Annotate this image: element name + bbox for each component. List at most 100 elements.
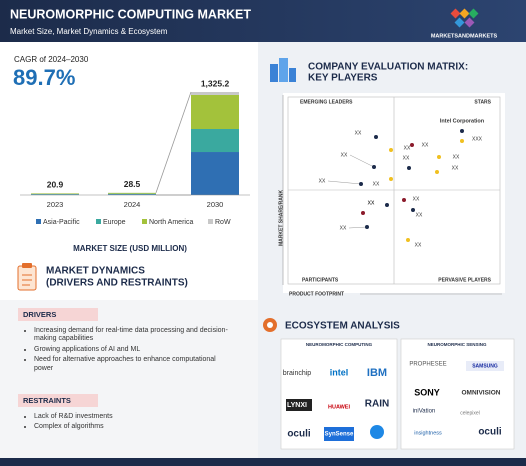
bar-segment [191,94,239,130]
legend-swatch [36,219,41,224]
eco-logo: brainchip [283,370,312,377]
matrix-subtitle: KEY PLAYERS [308,73,378,84]
logo-bg [286,399,312,411]
eco-logo: celepixel [460,410,479,416]
eco-group-name: NEUROMORPHIC COMPUTING [306,342,373,347]
leader-line [348,226,368,229]
bar-segment [31,194,79,195]
quadrant-label: PARTICIPANTS [302,277,339,283]
company-label: XXX [472,136,483,142]
company-dot [437,155,441,159]
eco-logo: oculi [478,427,502,438]
logo-circle [370,425,384,439]
title: NEUROMORPHIC COMPUTING MARKET [10,7,251,21]
company-label: XX [404,145,411,151]
x-axis-title: PRODUCT FOOTPRINT [289,291,344,297]
company-dot [402,198,406,202]
bar-segment [108,194,156,195]
x-tick-label: 2023 [47,200,64,209]
cagr-value: 89.7% [13,65,75,90]
logo-bg [324,427,354,441]
company-dot [389,148,393,152]
eco-title: ECOSYSTEM ANALYSIS [285,321,400,332]
eco-logo: OMNIVISION [461,390,500,397]
dynamics-subtitle: (DRIVERS AND RESTRAINTS) [46,278,188,289]
restraints-tag [18,394,98,407]
company-label: XX [340,225,347,231]
legend-label: Asia-Pacific [43,219,80,226]
list-item: Increasing demand for real-time data pro… [34,327,234,344]
eco-logo: SynSense [325,432,354,438]
eco-logo: oculi [287,429,311,440]
matrix-title: COMPANY EVALUATION MATRIX: [308,62,468,73]
company-dot [361,211,365,215]
quadrant-label: PERVASIVE PLAYERS [438,277,491,283]
dynamics-bg [0,300,258,458]
x-tick-label: 2030 [207,200,224,209]
eco-logo: SONY [414,387,440,397]
quadrant-label: EMERGING LEADERS [300,99,353,105]
legend-swatch [142,219,147,224]
header-band [0,0,526,42]
company-label: XX [319,178,326,184]
company-label: XX [341,152,348,158]
total-label: 1,325.2 [201,78,230,88]
company-dot [406,238,410,242]
company-dot [374,135,378,139]
legend-swatch [208,219,213,224]
drivers-list: Increasing demand for real-time data pro… [20,327,234,375]
company-label: XX [453,154,460,160]
eco-logo: iniVation [413,409,436,415]
bar-segment [191,152,239,195]
logo-bg [466,361,504,371]
eco-logo: insightness [414,430,442,436]
eco-icon [263,318,277,332]
total-label: 20.9 [47,180,64,190]
legend-label: North America [149,219,193,226]
eco-logo: intel [330,367,349,377]
list-item: Complex of algorithms [34,423,234,431]
eco-logo: RAIN [365,399,389,410]
drivers-tag [18,308,98,321]
company-dot [410,143,414,147]
company-label: XX [413,196,420,202]
bar-segment [191,129,239,153]
company-label: XX [403,155,410,161]
eco-group-name: NEUROMORPHIC SENSING [427,342,487,347]
company-dot [365,225,369,229]
bar-segment [108,192,156,194]
subtitle: Market Size, Market Dynamics & Ecosystem [10,27,168,36]
cagr-label: CAGR of 2024–2030 [14,55,89,64]
footer-band [0,458,526,466]
company-label: XX [452,165,459,171]
x-tick-label: 2024 [124,200,141,209]
company-label: XX [373,181,380,187]
bar-segment [191,92,239,95]
bar-segment [31,193,79,195]
company-label: XX [415,242,422,248]
logo-text: MARKETSANDMARKETS [431,33,498,39]
legend-label: Europe [103,219,126,226]
drivers-label: DRIVERS [23,310,56,319]
eco-logo: LYNXI [287,402,307,409]
company-dot [407,166,411,170]
y-axis-title: MARKET SHARE/RANK [278,190,284,247]
company-dot [411,208,415,212]
eco-logo: SAMSUNG [472,363,498,369]
company-label: XX [416,212,423,218]
leader-line [349,154,375,168]
x-axis-title: MARKET SIZE (USD MILLION) [73,244,187,253]
company-dot [359,182,363,186]
leader-line [327,180,362,185]
legend-label: RoW [215,219,231,226]
company-dot [372,165,376,169]
total-label: 28.5 [124,179,141,189]
company-label: XX [355,130,362,136]
company-label: XX [368,200,375,206]
dynamics-icon [17,263,37,291]
eco-logo: IBM [367,367,387,379]
company-dot [389,177,393,181]
legend-swatch [96,219,101,224]
connector [155,91,192,193]
